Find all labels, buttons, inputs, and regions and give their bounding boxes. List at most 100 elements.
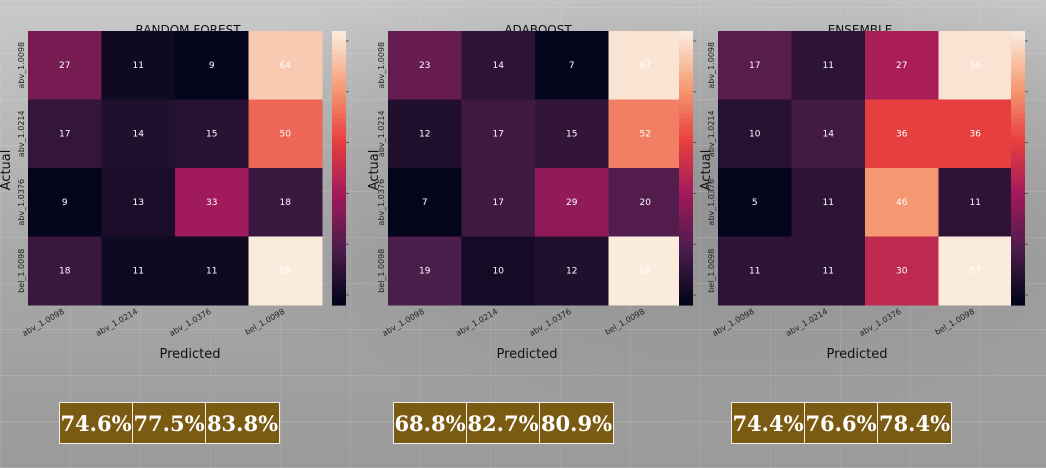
- colorbar-segment: [1011, 209, 1025, 215]
- heatmap-cell: [461, 31, 536, 100]
- colorbar-segment: [679, 72, 693, 78]
- y-tick-label: bel_1.0098: [377, 249, 386, 293]
- colorbar-segment: [332, 195, 346, 201]
- cell-value-label: 18: [280, 198, 292, 208]
- heatmap-cell: [938, 236, 1013, 306]
- colorbar-segment: [1011, 241, 1025, 247]
- colorbar-segment: [1011, 181, 1025, 187]
- colorbar-segment: [679, 181, 693, 187]
- colorbar-segment: [1011, 154, 1025, 160]
- colorbar-segment: [1011, 158, 1025, 165]
- heatmap-cell: [388, 236, 462, 306]
- colorbar-segment: [1011, 295, 1025, 302]
- y-tick-label: abv_1.0376: [377, 179, 386, 226]
- colorbar-segment: [332, 168, 346, 174]
- colorbar-segment: [1011, 31, 1025, 37]
- colorbar-segment: [1011, 85, 1025, 91]
- colorbar-segment: [679, 122, 693, 128]
- heatmap-cell: [461, 236, 536, 306]
- cell-value-label: 9: [62, 198, 68, 208]
- colorbar-segment: [679, 35, 693, 41]
- colorbar-segment: [1011, 81, 1025, 87]
- colorbar-segment: [1011, 126, 1025, 133]
- heatmap-cell: [248, 168, 323, 237]
- x-tick-label: abv_1.0376: [858, 307, 903, 338]
- x-tick-label: bel_1.0098: [933, 307, 976, 337]
- colorbar-segment: [679, 277, 693, 283]
- cell-value-label: 5: [752, 198, 758, 208]
- heatmap-cell: [535, 99, 609, 169]
- x-tick-label: abv_1.0214: [784, 307, 829, 338]
- colorbar-segment: [679, 245, 693, 251]
- y-tick-label: abv_1.0214: [707, 110, 716, 157]
- colorbar-segment: [679, 108, 693, 114]
- heatmap-cell: [608, 168, 683, 237]
- colorbar-segment: [332, 104, 346, 110]
- colorbar-segment: [332, 277, 346, 283]
- colorbar-segment: [1011, 204, 1025, 210]
- heatmap-cell: [175, 168, 249, 237]
- colorbar-segment: [332, 53, 346, 59]
- colorbar-segment: [679, 40, 693, 46]
- x-tick-label: bel_1.0098: [243, 307, 286, 337]
- x-tick-label: abv_1.0098: [381, 307, 426, 338]
- heatmap-cell: [865, 31, 939, 100]
- colorbar-segment: [332, 49, 346, 55]
- heatmap-cell: [938, 99, 1013, 169]
- cell-value-label: 64: [280, 61, 292, 71]
- cell-value-label: 17: [493, 198, 504, 208]
- colorbar-segment: [1011, 62, 1025, 69]
- y-axis-label: Actual: [367, 150, 382, 191]
- colorbar-segment: [1011, 222, 1025, 228]
- colorbar-segment: [332, 218, 346, 224]
- y-tick-label: abv_1.0098: [707, 42, 716, 89]
- heatmap-cell: [28, 99, 102, 169]
- colorbar-segment: [679, 149, 693, 155]
- y-tick-label: bel_1.0098: [707, 249, 716, 293]
- y-tick-label: abv_1.0376: [17, 179, 26, 226]
- colorbar-segment: [332, 295, 346, 302]
- colorbar-segment: [679, 295, 693, 302]
- colorbar-segment: [332, 263, 346, 270]
- heatmap-cell: [28, 168, 102, 237]
- colorbar-segment: [332, 291, 346, 297]
- colorbar-segment: [332, 227, 346, 233]
- cell-value-label: 20: [640, 198, 652, 208]
- colorbar-segment: [332, 94, 346, 101]
- colorbar-segment: [332, 126, 346, 133]
- colorbar-segment: [679, 76, 693, 82]
- y-axis-label: Actual: [0, 150, 14, 191]
- y-tick-label: abv_1.0214: [377, 110, 386, 157]
- metrics-ensemble: 74.4% 76.6% 78.4%: [731, 402, 952, 444]
- x-tick-label: abv_1.0214: [454, 307, 499, 338]
- colorbar-segment: [679, 199, 693, 206]
- cell-value-label: 29: [566, 198, 578, 208]
- colorbar-segment: [332, 122, 346, 128]
- colorbar-segment: [679, 81, 693, 87]
- colorbar-segment: [1011, 195, 1025, 201]
- colorbar-segment: [679, 222, 693, 228]
- colorbar-segment: [1011, 117, 1025, 123]
- x-tick-label: abv_1.0214: [94, 307, 139, 338]
- cell-value-label: 13: [133, 198, 144, 208]
- heatmap-cell: [248, 236, 323, 306]
- cell-value-label: 36: [970, 129, 982, 139]
- y-tick-label: abv_1.0376: [707, 179, 716, 226]
- heatmap-cell: [101, 31, 176, 100]
- colorbar-segment: [1011, 254, 1025, 260]
- colorbar-segment: [332, 231, 346, 238]
- colorbar-segment: [1011, 113, 1025, 119]
- heatmap-cell: [175, 31, 249, 100]
- colorbar-segment: [1011, 168, 1025, 174]
- colorbar-segment: [1011, 35, 1025, 41]
- colorbar-segment: [679, 231, 693, 238]
- colorbar-segment: [332, 44, 346, 50]
- colorbar-segment: [679, 268, 693, 274]
- colorbar-segment: [679, 282, 693, 288]
- cell-value-label: 11: [823, 61, 834, 71]
- cell-value-label: 11: [823, 266, 834, 276]
- colorbar-segment: [332, 108, 346, 114]
- heatmap-cell: [101, 236, 176, 306]
